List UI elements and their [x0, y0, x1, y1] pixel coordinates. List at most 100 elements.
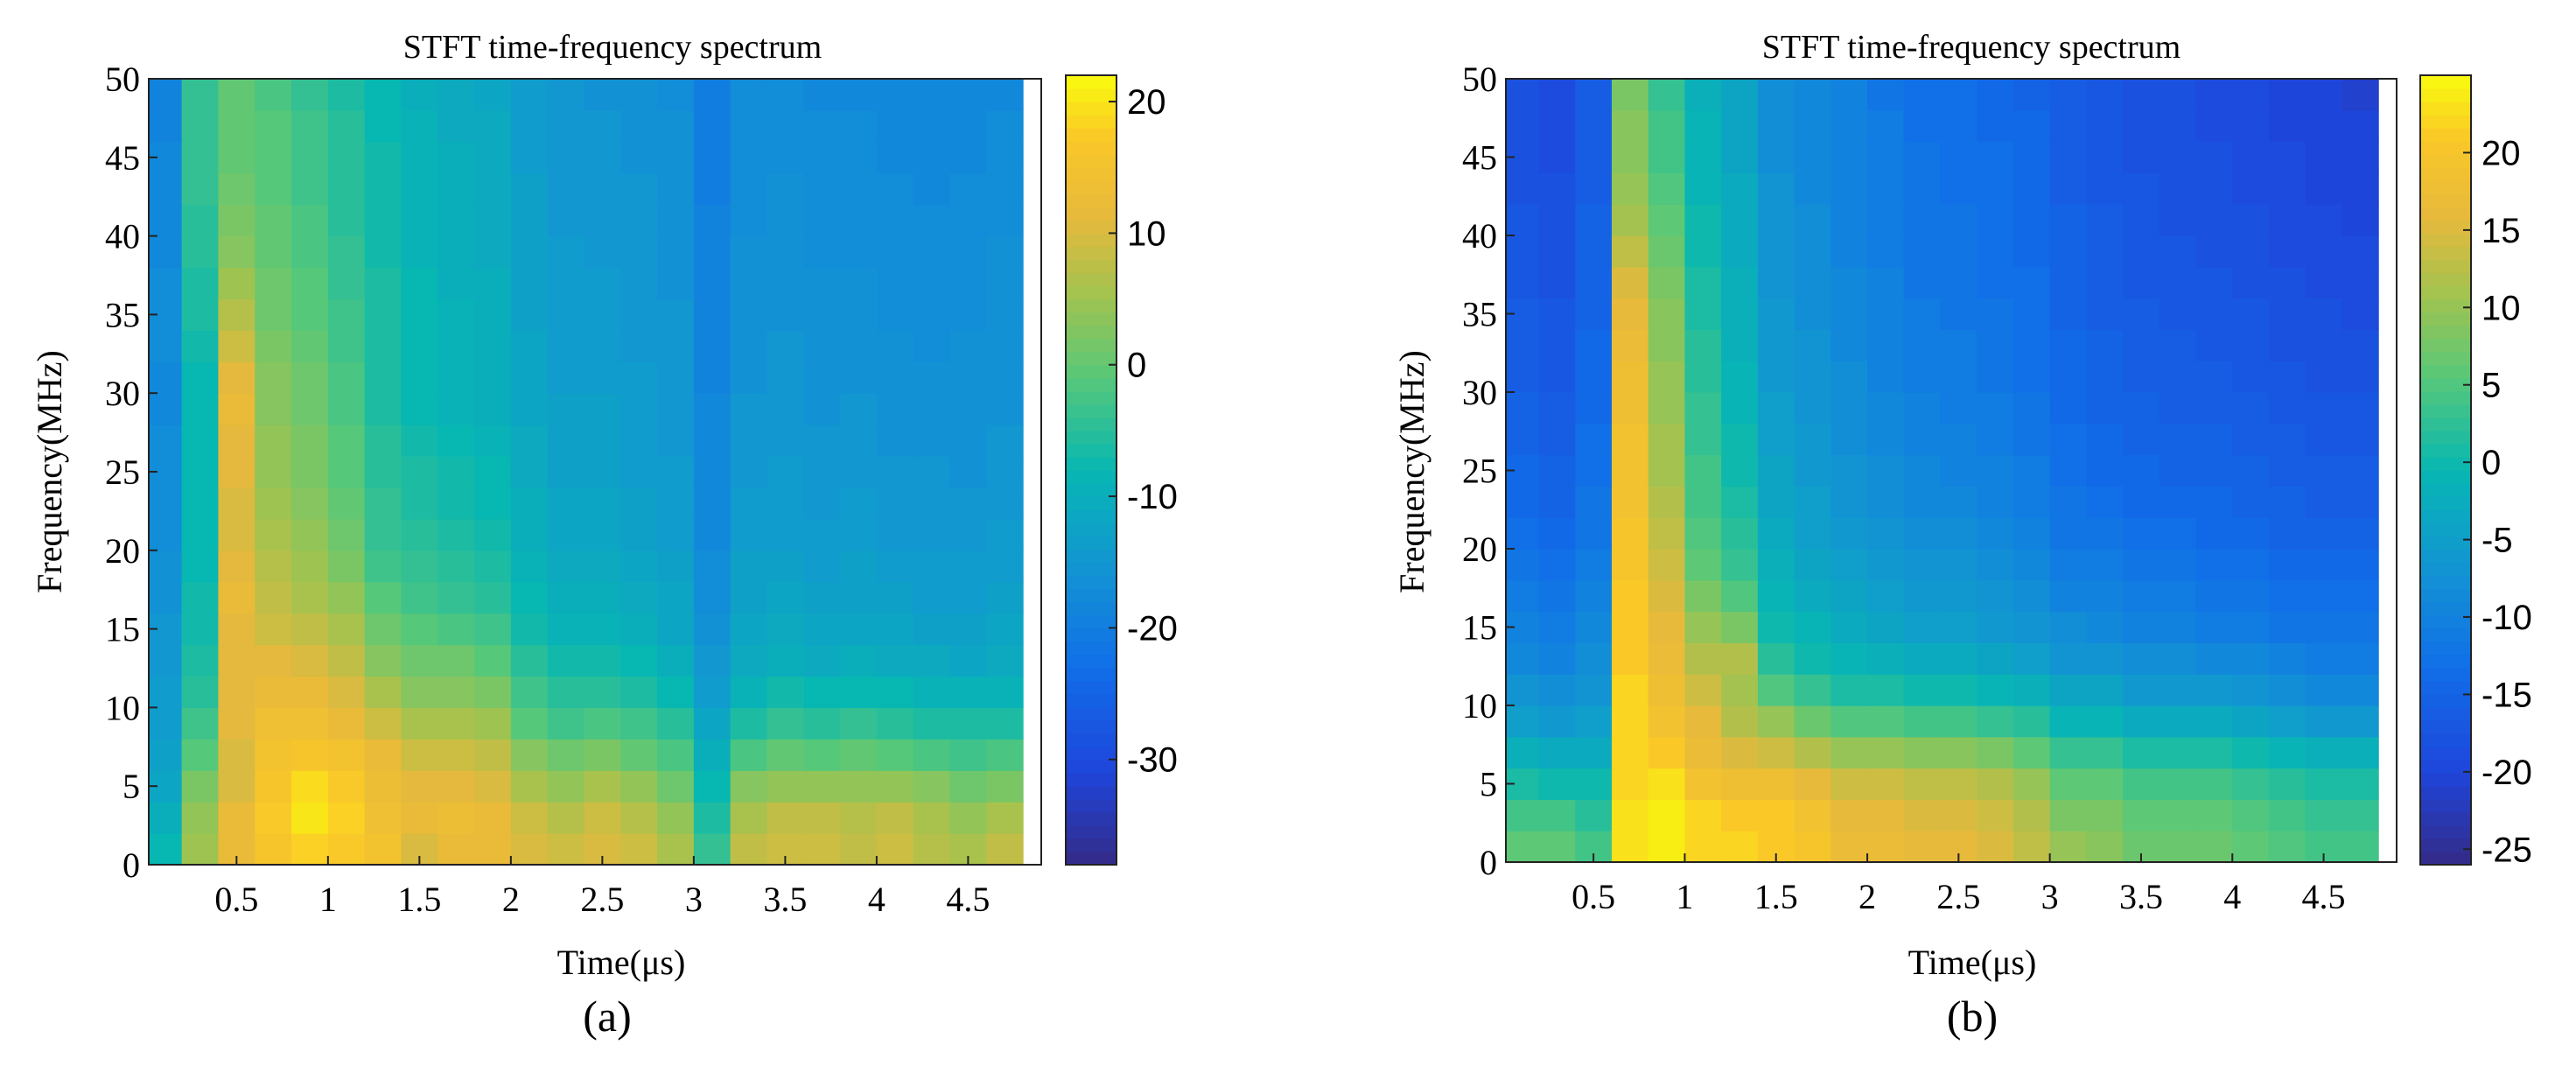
colorbar-segment: [1066, 798, 1116, 813]
heatmap-cell: [474, 613, 512, 646]
heatmap-cell: [1794, 361, 1831, 393]
heatmap-cell: [149, 802, 183, 834]
heatmap-cell: [986, 770, 1024, 803]
heatmap-cell: [218, 141, 256, 174]
colorbar-segment: [2420, 417, 2471, 431]
heatmap-cell: [803, 550, 841, 583]
heatmap-cell: [291, 581, 329, 614]
heatmap-cell: [474, 644, 512, 677]
heatmap-cell: [2123, 109, 2160, 143]
chart-title-a: STFT time-frequency spectrum: [403, 29, 822, 66]
colorbar-segment: [2420, 680, 2471, 695]
heatmap-cell: [986, 298, 1024, 331]
colorbar-segment: [2420, 312, 2471, 326]
heatmap-cell: [149, 707, 183, 740]
heatmap-cell: [1867, 392, 1905, 424]
heatmap-cell: [657, 204, 695, 237]
heatmap-cell: [986, 235, 1024, 269]
heatmap-cell: [291, 204, 329, 237]
x-axis-label-b: Time(μs): [1908, 943, 2037, 982]
colorbar-tick-label: -5: [2482, 522, 2513, 560]
heatmap-cell: [876, 235, 914, 269]
heatmap-cell: [803, 298, 841, 331]
heatmap-cell: [510, 172, 549, 206]
heatmap-cell: [1684, 705, 1722, 738]
heatmap-cell: [913, 235, 951, 269]
heatmap-cell: [2232, 549, 2270, 581]
heatmap-cell: [620, 739, 658, 771]
colorbar-segment: [1066, 785, 1116, 800]
heatmap-cell: [255, 581, 292, 614]
heatmap-cell: [1977, 486, 2014, 518]
heatmap-cell: [1903, 266, 1942, 299]
heatmap-cell: [1575, 454, 1613, 487]
heatmap-cell: [2012, 579, 2051, 613]
heatmap-cell: [1977, 109, 2014, 143]
heatmap-cell: [547, 613, 585, 646]
x-tick-label: 0.5: [214, 880, 258, 919]
colorbar-segment: [1066, 417, 1116, 431]
heatmap-cell: [2123, 454, 2160, 487]
heatmap-cell: [438, 172, 475, 206]
heatmap-cell: [1977, 579, 2014, 613]
colorbar-segment: [2420, 364, 2471, 379]
heatmap-cell: [876, 739, 914, 771]
heatmap-cell: [2012, 454, 2051, 487]
heatmap-cell: [291, 644, 329, 677]
heatmap-cell: [620, 267, 658, 300]
heatmap-cell: [693, 79, 732, 111]
heatmap-cell: [584, 456, 621, 488]
heatmap-cell: [620, 802, 658, 834]
heatmap-cell: [438, 79, 475, 111]
heatmap-cell: [2268, 361, 2306, 393]
heatmap-cell: [876, 644, 914, 677]
colorbar-segment: [2420, 75, 2471, 89]
heatmap-cell: [803, 267, 841, 300]
heatmap-cell: [693, 833, 732, 866]
y-ticks-b: 0 5 10 15 20 25 30 35 40 45 50: [1462, 60, 1515, 882]
heatmap-cell: [2123, 298, 2160, 330]
heatmap-cell: [327, 518, 366, 551]
heatmap-cell: [840, 361, 878, 394]
y-tick-label: 45: [1462, 138, 1497, 178]
heatmap-cell: [2159, 235, 2197, 268]
heatmap-cell: [1977, 674, 2014, 706]
heatmap-cell: [1940, 141, 1978, 173]
heatmap-cell: [2195, 486, 2233, 518]
heatmap-cell: [2268, 109, 2306, 143]
heatmap-cell: [1721, 423, 1759, 456]
heatmap-cell: [1867, 204, 1905, 236]
heatmap-cell: [181, 456, 220, 488]
heatmap-cell: [327, 456, 366, 488]
heatmap-cell: [327, 393, 366, 425]
heatmap-cell: [2123, 611, 2160, 643]
heatmap-cell: [1575, 266, 1613, 299]
heatmap-cell: [149, 833, 183, 866]
heatmap-cell: [620, 330, 658, 362]
colorbar-segment: [1066, 115, 1116, 129]
heatmap-cell: [2086, 141, 2124, 173]
heatmap-cell: [2342, 831, 2379, 863]
heatmap-cell: [291, 707, 329, 740]
heatmap-cell: [584, 707, 621, 740]
heatmap-cell: [1506, 79, 1540, 111]
colorbar-segment: [2420, 759, 2471, 774]
heatmap-cell: [510, 393, 549, 425]
heatmap-cell: [803, 487, 841, 520]
heatmap-cell: [1506, 109, 1540, 143]
heatmap-cell: [1684, 392, 1722, 424]
heatmap-cell: [1684, 831, 1722, 863]
heatmap-cell: [1977, 768, 2014, 800]
heatmap-cell: [2342, 423, 2379, 456]
heatmap-cell: [2049, 141, 2087, 173]
heatmap-cell: [620, 79, 658, 111]
heatmap-cell: [364, 141, 402, 174]
heatmap-cell: [2049, 611, 2087, 643]
heatmap-cell: [547, 298, 585, 331]
heatmap-cell: [1794, 329, 1831, 361]
heatmap-cell: [1611, 486, 1649, 518]
heatmap-cell: [1721, 298, 1759, 330]
heatmap-cell: [364, 676, 402, 708]
heatmap-cell: [657, 487, 695, 520]
heatmap-cell: [949, 581, 987, 614]
